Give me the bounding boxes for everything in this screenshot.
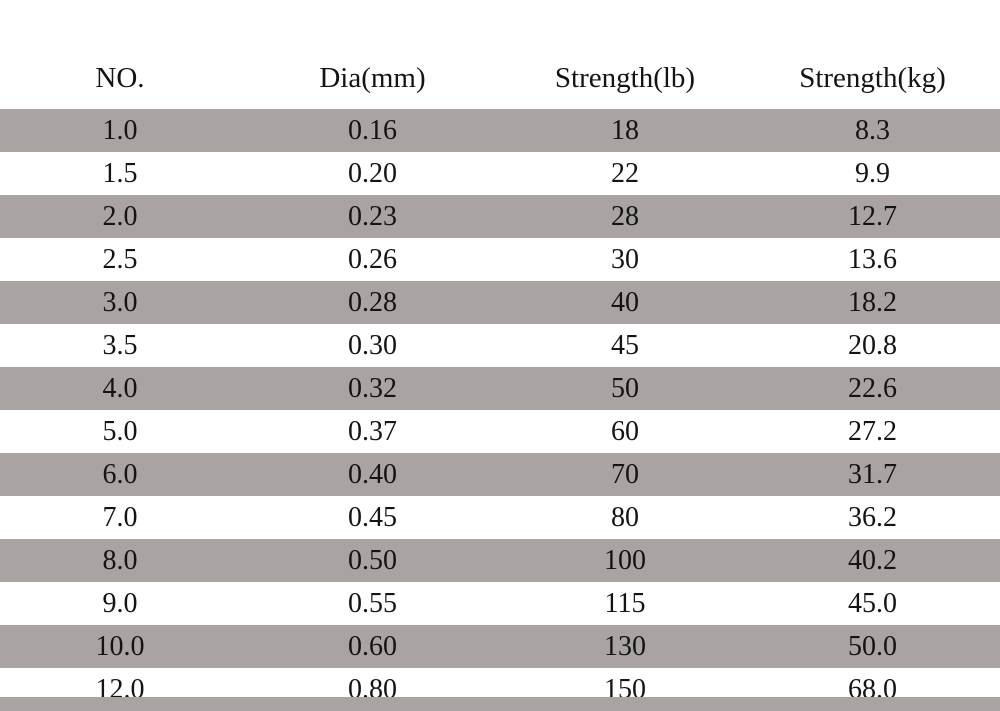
- table-cell: 0.45: [240, 496, 505, 539]
- table-cell: 18.2: [745, 281, 1000, 324]
- table-cell: 31.7: [745, 453, 1000, 496]
- table-cell: 13.6: [745, 238, 1000, 281]
- table-cell: 8.0: [0, 539, 240, 582]
- table-cell: 3.0: [0, 281, 240, 324]
- table-cell: 0.28: [240, 281, 505, 324]
- table-cell: 45: [505, 324, 745, 367]
- table-cell: 36.2: [745, 496, 1000, 539]
- table-cell: 40.2: [745, 539, 1000, 582]
- table-cell: 60: [505, 410, 745, 453]
- table-cell: 28: [505, 195, 745, 238]
- table-cell: 3.5: [0, 324, 240, 367]
- table-row: 8.0 0.50 100 40.2: [0, 539, 1000, 582]
- table-cell: 45.0: [745, 582, 1000, 625]
- table-cell: 40: [505, 281, 745, 324]
- table-row: 1.5 0.20 22 9.9: [0, 152, 1000, 195]
- table-cell: 0.26: [240, 238, 505, 281]
- col-header-dia-mm: Dia(mm): [240, 0, 505, 109]
- table-cell: 5.0: [0, 410, 240, 453]
- table-row: 6.0 0.40 70 31.7: [0, 453, 1000, 496]
- table-cell: 0.40: [240, 453, 505, 496]
- col-header-strength-lb: Strength(lb): [505, 0, 745, 109]
- table-cell: 115: [505, 582, 745, 625]
- table-cell: 0.60: [240, 625, 505, 668]
- table-cell: 0.37: [240, 410, 505, 453]
- table-cell: 100: [505, 539, 745, 582]
- table-cell: 0.55: [240, 582, 505, 625]
- table-cell: 7.0: [0, 496, 240, 539]
- table-row: 1.0 0.16 18 8.3: [0, 109, 1000, 152]
- table-body: 1.0 0.16 18 8.3 1.5 0.20 22 9.9 2.0 0.23 28 12.7 2.5…: [0, 109, 1000, 711]
- table-row: 2.0 0.23 28 12.7: [0, 195, 1000, 238]
- table-row: 10.0 0.60 130 50.0: [0, 625, 1000, 668]
- table-cell: 4.0: [0, 367, 240, 410]
- table-cell: 22.6: [745, 367, 1000, 410]
- table-cell: 0.20: [240, 152, 505, 195]
- table-cell: 12.7: [745, 195, 1000, 238]
- table-cell: 1.0: [0, 109, 240, 152]
- table-row: 5.0 0.37 60 27.2: [0, 410, 1000, 453]
- table-row: 3.5 0.30 45 20.8: [0, 324, 1000, 367]
- table-cell: 20.8: [745, 324, 1000, 367]
- table-row: 7.0 0.45 80 36.2: [0, 496, 1000, 539]
- table-cell: 8.3: [745, 109, 1000, 152]
- table-cell: 0.32: [240, 367, 505, 410]
- table-row: 9.0 0.55 115 45.0: [0, 582, 1000, 625]
- table-cell: 0.23: [240, 195, 505, 238]
- table-cell: 9.9: [745, 152, 1000, 195]
- bottom-stripe: [0, 697, 1000, 711]
- header-row: NO. Dia(mm) Strength(lb) Strength(kg): [0, 0, 1000, 109]
- table-cell: 0.16: [240, 109, 505, 152]
- table-cell: 30: [505, 238, 745, 281]
- table-row: 2.5 0.26 30 13.6: [0, 238, 1000, 281]
- table-cell: 18: [505, 109, 745, 152]
- table-cell: 0.30: [240, 324, 505, 367]
- col-header-no: NO.: [0, 0, 240, 109]
- table-cell: 1.5: [0, 152, 240, 195]
- table-cell: 10.0: [0, 625, 240, 668]
- table-cell: 22: [505, 152, 745, 195]
- table-cell: 80: [505, 496, 745, 539]
- table-cell: 2.5: [0, 238, 240, 281]
- table-row: 3.0 0.28 40 18.2: [0, 281, 1000, 324]
- table-cell: 130: [505, 625, 745, 668]
- table-cell: 50.0: [745, 625, 1000, 668]
- table-row: 4.0 0.32 50 22.6: [0, 367, 1000, 410]
- table-cell: 0.50: [240, 539, 505, 582]
- table-cell: 2.0: [0, 195, 240, 238]
- table-cell: 50: [505, 367, 745, 410]
- table-cell: 6.0: [0, 453, 240, 496]
- table-cell: 27.2: [745, 410, 1000, 453]
- table-cell: 9.0: [0, 582, 240, 625]
- table-cell: 70: [505, 453, 745, 496]
- col-header-strength-kg: Strength(kg): [745, 0, 1000, 109]
